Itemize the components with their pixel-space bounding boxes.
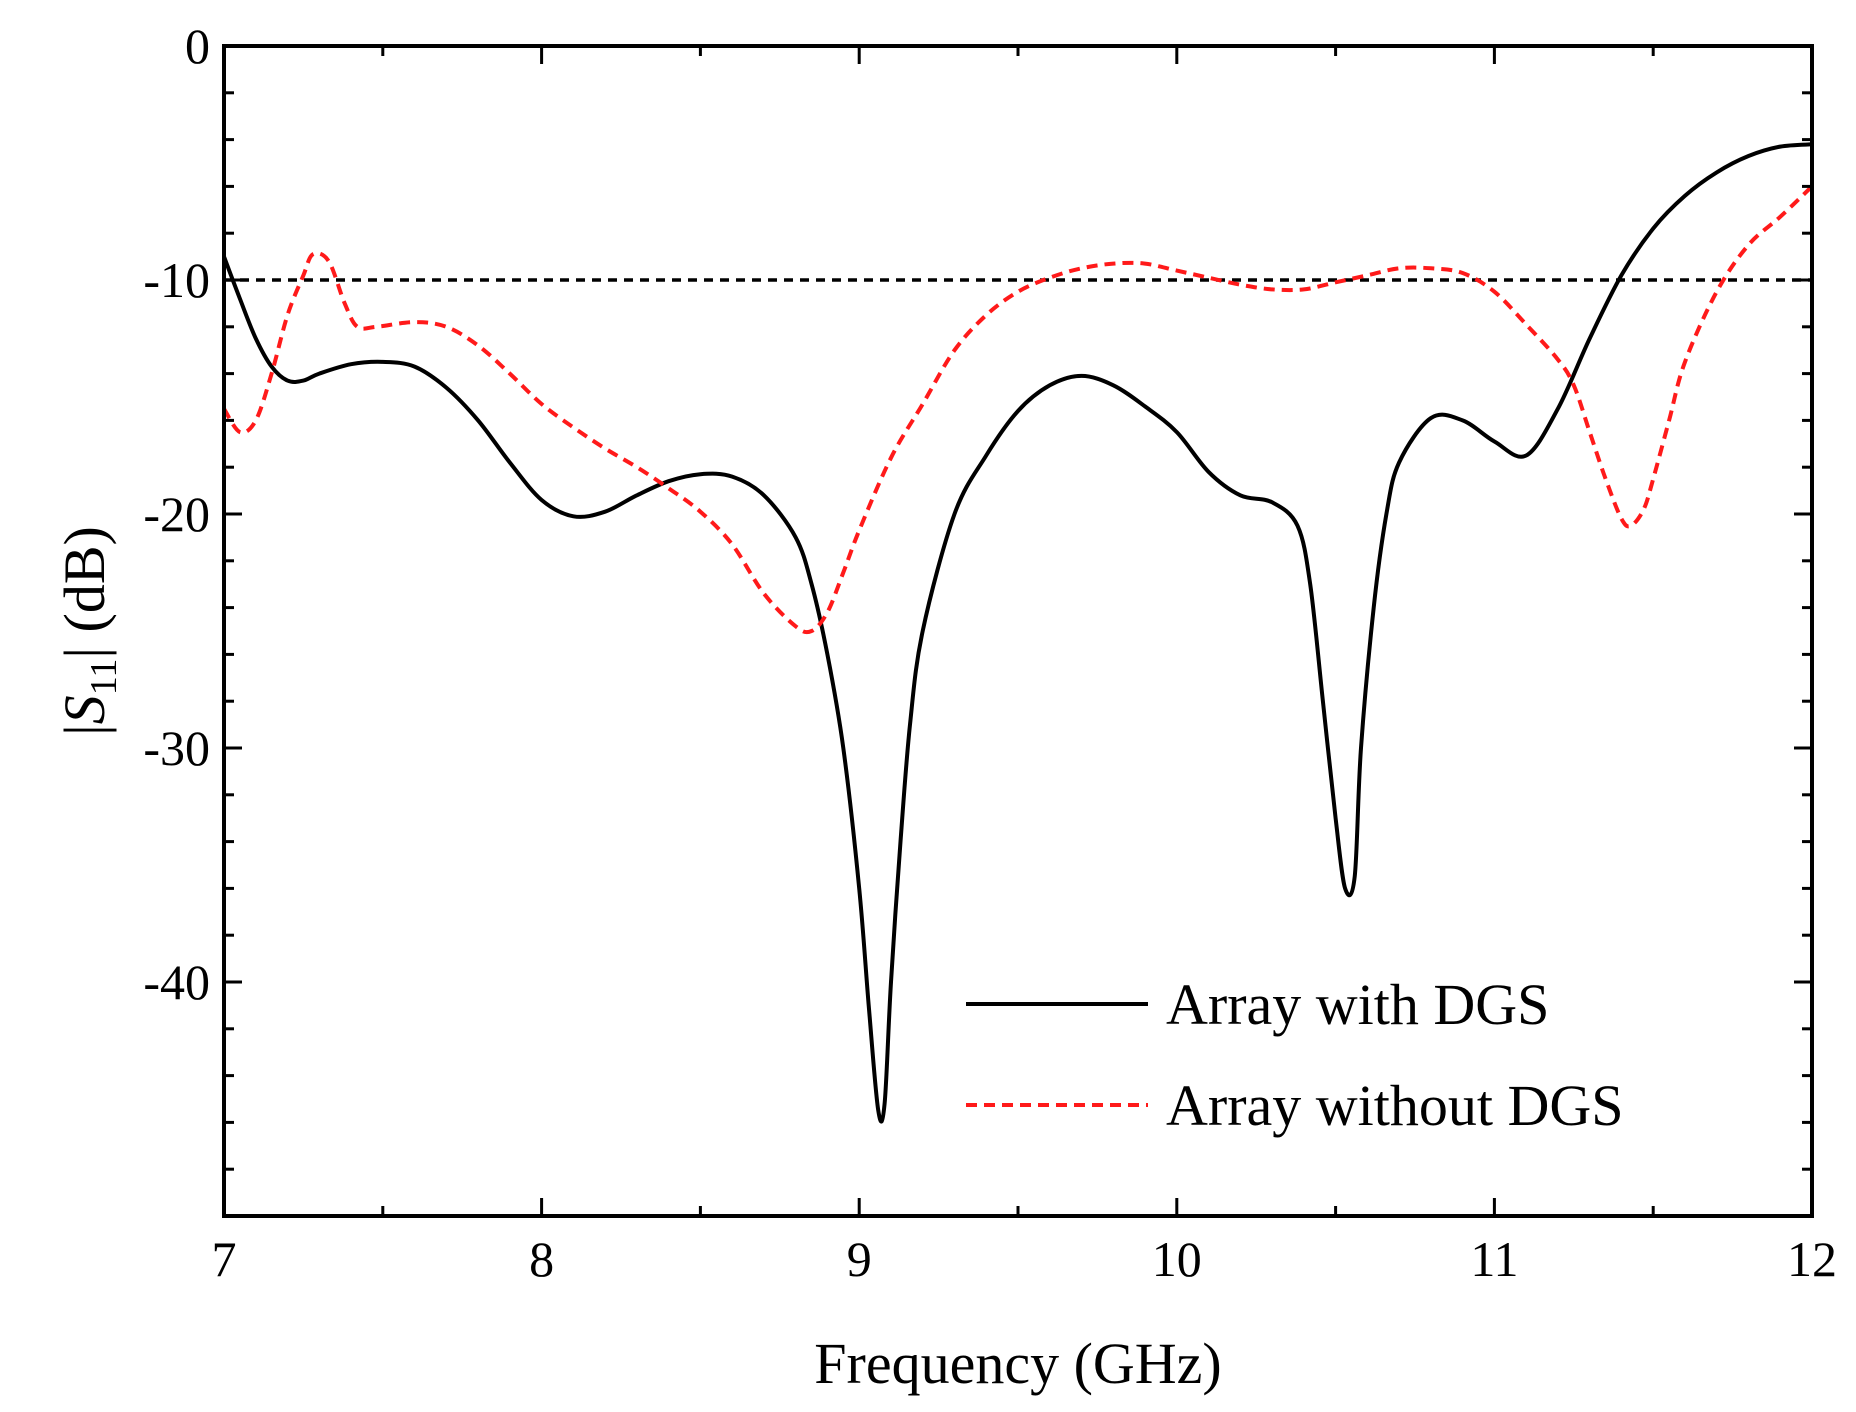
y-axis-title-prefix: | <box>52 724 117 736</box>
y-axis-title-symbol: S <box>52 695 117 724</box>
series-layer <box>222 142 1814 1124</box>
y-tick-label: -40 <box>143 954 210 1010</box>
plot-area-frame <box>222 44 1814 1218</box>
series-line-array-with-dgs <box>222 142 1813 1124</box>
y-tick-label: 0 <box>185 18 210 74</box>
x-tick-label: 10 <box>1152 1231 1202 1287</box>
legend: Array with DGS Array without DGS <box>966 972 1624 1138</box>
y-tick-label: -30 <box>143 720 210 776</box>
x-tick-label: 12 <box>1787 1231 1837 1287</box>
legend-label-array-with-dgs: Array with DGS <box>1166 972 1549 1037</box>
y-axis-title-suffix: | (dB) <box>52 526 117 658</box>
y-axis-title: |S11| (dB) <box>52 526 125 736</box>
x-tick-labels: 7 8 9 10 11 12 <box>212 1231 1838 1287</box>
y-axis-title-subscript: 11 <box>83 659 125 696</box>
y-tick-labels: 0 -10 -20 -30 -40 <box>143 18 210 1010</box>
x-axis-title: Frequency (GHz) <box>814 1331 1221 1396</box>
y-tick-label: -20 <box>143 486 210 542</box>
x-tick-label: 9 <box>847 1231 872 1287</box>
x-tick-label: 8 <box>529 1231 554 1287</box>
series-line-array-without-dgs <box>222 184 1814 635</box>
x-tick-label: 7 <box>212 1231 237 1287</box>
x-tick-label: 11 <box>1470 1231 1518 1287</box>
tick-marks <box>222 44 1814 1218</box>
legend-label-array-without-dgs: Array without DGS <box>1166 1073 1624 1138</box>
y-tick-label: -10 <box>143 252 210 308</box>
